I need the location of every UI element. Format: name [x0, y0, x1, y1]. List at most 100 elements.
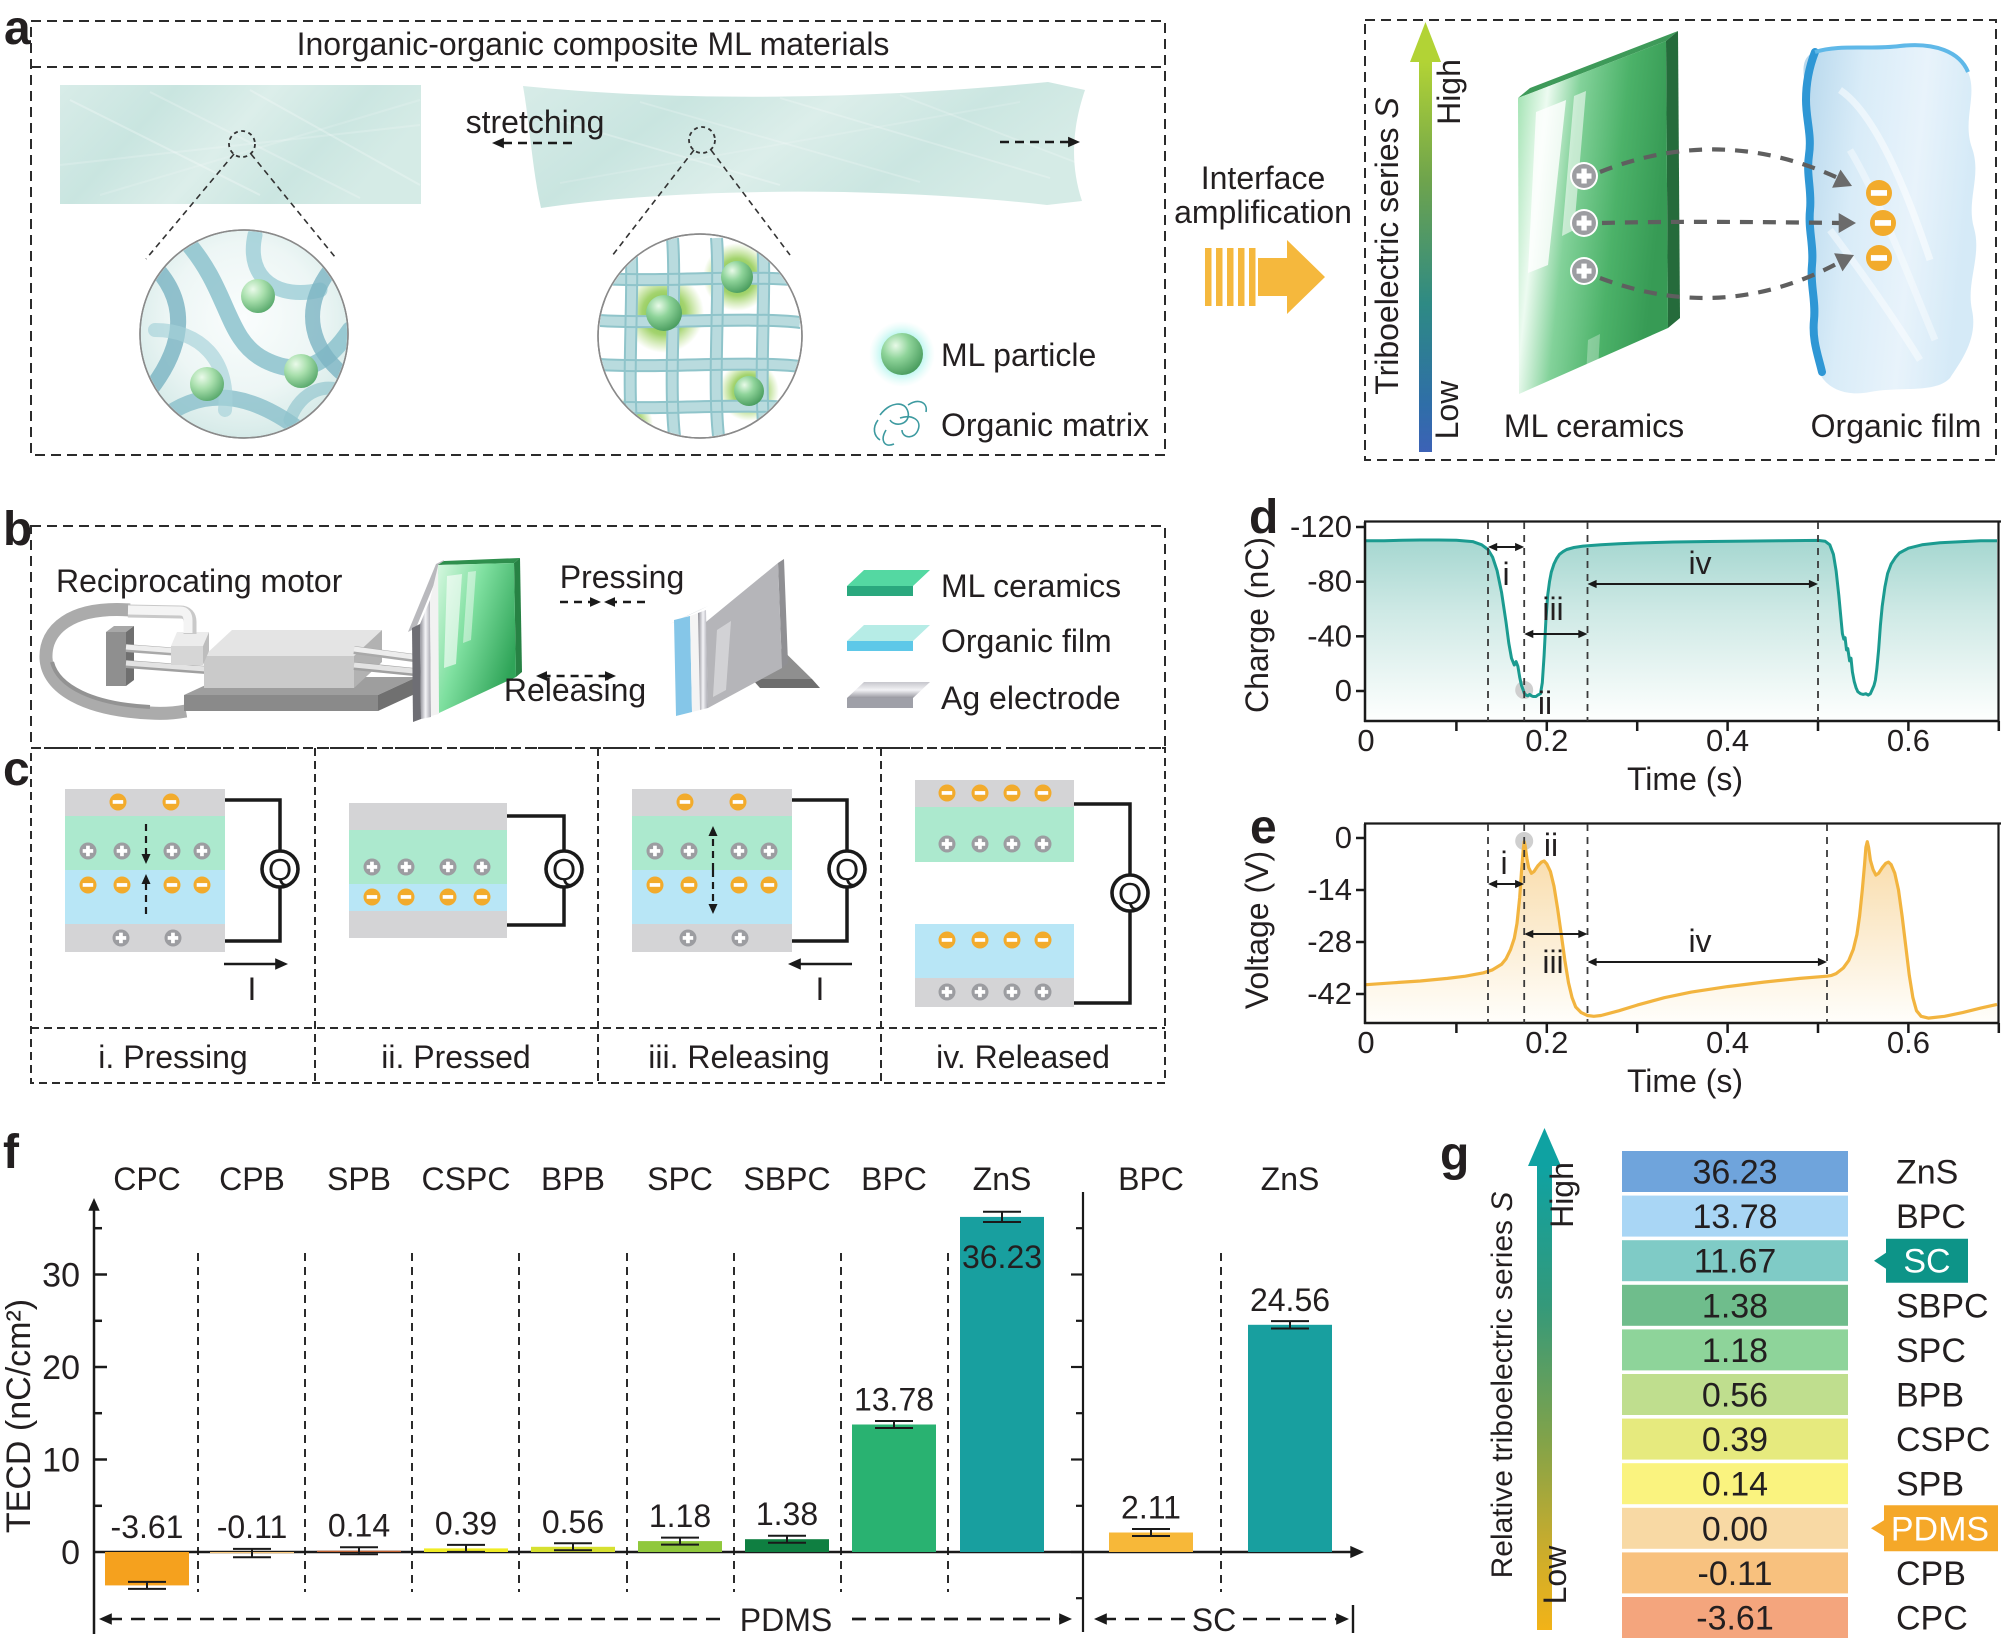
svg-text:Low: Low	[1429, 380, 1465, 440]
svg-text:SBPC: SBPC	[1896, 1287, 1989, 1325]
svg-text:Organic film: Organic film	[941, 623, 1112, 659]
svg-text:e: e	[1250, 801, 1277, 854]
svg-text:-0.11: -0.11	[1698, 1555, 1773, 1593]
svg-text:Reciprocating motor: Reciprocating motor	[56, 563, 343, 599]
svg-text:ii: ii	[1538, 685, 1552, 721]
svg-text:BPC: BPC	[1118, 1161, 1184, 1197]
svg-text:Triboelectric series S: Triboelectric series S	[1369, 97, 1405, 395]
svg-text:-3.61: -3.61	[111, 1509, 184, 1545]
svg-text:Time (s): Time (s)	[1627, 1063, 1743, 1099]
svg-text:Pressing: Pressing	[560, 559, 685, 595]
svg-text:BPC: BPC	[1896, 1198, 1966, 1236]
svg-text:Q: Q	[1118, 876, 1142, 911]
svg-text:-40: -40	[1307, 618, 1352, 653]
svg-text:g: g	[1440, 1128, 1469, 1181]
svg-text:-120: -120	[1290, 509, 1352, 544]
svg-text:30: 30	[42, 1257, 80, 1295]
svg-text:CPB: CPB	[1896, 1555, 1966, 1593]
svg-text:ZnS: ZnS	[1261, 1161, 1320, 1197]
svg-text:iii: iii	[1542, 591, 1563, 627]
svg-text:BPB: BPB	[1896, 1377, 1964, 1415]
svg-text:0.14: 0.14	[328, 1508, 390, 1544]
svg-text:ZnS: ZnS	[973, 1161, 1032, 1197]
svg-text:Charge (nC): Charge (nC)	[1239, 537, 1275, 713]
svg-text:ZnS: ZnS	[1896, 1154, 1958, 1192]
svg-text:0: 0	[1335, 820, 1352, 855]
svg-text:Ag electrode: Ag electrode	[941, 680, 1121, 716]
svg-text:2.11: 2.11	[1121, 1489, 1181, 1525]
svg-text:TECD (nC/cm²): TECD (nC/cm²)	[0, 1299, 38, 1533]
svg-text:Voltage (V): Voltage (V)	[1239, 851, 1275, 1009]
svg-text:Q: Q	[835, 852, 859, 887]
svg-text:SPC: SPC	[647, 1161, 713, 1197]
svg-text:Time (s): Time (s)	[1627, 761, 1743, 797]
svg-text:24.56: 24.56	[1250, 1282, 1330, 1318]
svg-text:0.4: 0.4	[1706, 1025, 1749, 1060]
svg-text:High: High	[1544, 1162, 1580, 1228]
svg-text:0.6: 0.6	[1887, 723, 1930, 758]
svg-text:SC: SC	[1903, 1243, 1950, 1281]
svg-text:1.38: 1.38	[1702, 1287, 1768, 1325]
svg-text:0: 0	[1335, 673, 1352, 708]
svg-text:b: b	[3, 503, 32, 556]
svg-text:Relative triboelectric series: Relative triboelectric series S	[1486, 1192, 1519, 1579]
svg-text:Inorganic-organic composite ML: Inorganic-organic composite ML materials	[297, 26, 890, 62]
svg-text:SC: SC	[1192, 1602, 1236, 1638]
svg-text:iii. Releasing: iii. Releasing	[648, 1039, 829, 1075]
svg-text:iv: iv	[1688, 545, 1711, 581]
svg-text:10: 10	[42, 1442, 80, 1480]
svg-text:1.18: 1.18	[1702, 1332, 1768, 1370]
svg-text:d: d	[1249, 491, 1278, 544]
svg-text:CPB: CPB	[219, 1161, 285, 1197]
svg-text:CSPC: CSPC	[1896, 1421, 1990, 1459]
svg-text:0: 0	[1357, 1025, 1374, 1060]
svg-text:0.00: 0.00	[1702, 1510, 1768, 1548]
svg-text:Interface: Interface	[1201, 160, 1326, 196]
svg-text:0.6: 0.6	[1887, 1025, 1930, 1060]
svg-text:13.78: 13.78	[854, 1382, 934, 1418]
svg-text:-3.61: -3.61	[1696, 1600, 1774, 1638]
svg-text:I: I	[248, 971, 257, 1007]
svg-text:Releasing: Releasing	[504, 672, 646, 708]
svg-text:0.56: 0.56	[1702, 1377, 1768, 1415]
svg-text:I: I	[816, 971, 825, 1007]
svg-text:-14: -14	[1307, 872, 1352, 907]
svg-text:High: High	[1431, 59, 1467, 125]
svg-text:iii: iii	[1542, 944, 1563, 980]
svg-text:-42: -42	[1307, 976, 1352, 1011]
svg-text:0.39: 0.39	[1702, 1421, 1768, 1459]
svg-text:0.2: 0.2	[1525, 1025, 1568, 1060]
svg-text:ML ceramics: ML ceramics	[941, 568, 1121, 604]
svg-text:-80: -80	[1307, 564, 1352, 599]
svg-text:BPB: BPB	[541, 1161, 605, 1197]
svg-text:amplification: amplification	[1174, 194, 1352, 230]
svg-text:CPC: CPC	[113, 1161, 181, 1197]
svg-text:CSPC: CSPC	[422, 1161, 511, 1197]
svg-text:i: i	[1502, 556, 1509, 592]
svg-text:Low: Low	[1537, 1545, 1573, 1605]
svg-text:0.4: 0.4	[1706, 723, 1749, 758]
svg-text:0: 0	[1357, 723, 1374, 758]
svg-text:PDMS: PDMS	[740, 1602, 832, 1638]
svg-text:ii: ii	[1544, 827, 1558, 863]
svg-text:BPC: BPC	[861, 1161, 927, 1197]
svg-text:iv. Released: iv. Released	[936, 1039, 1110, 1075]
svg-text:CPC: CPC	[1896, 1600, 1968, 1638]
svg-text:PDMS: PDMS	[1891, 1510, 1989, 1548]
svg-text:SPB: SPB	[1896, 1466, 1964, 1504]
svg-text:0.39: 0.39	[435, 1505, 497, 1541]
svg-text:11.67: 11.67	[1694, 1243, 1777, 1281]
svg-text:SBPC: SBPC	[743, 1161, 830, 1197]
svg-text:SPC: SPC	[1896, 1332, 1966, 1370]
svg-text:ML particle: ML particle	[941, 337, 1096, 373]
svg-text:Organic film: Organic film	[1811, 408, 1982, 444]
svg-text:1.18: 1.18	[649, 1498, 711, 1534]
svg-text:0: 0	[61, 1534, 80, 1572]
svg-text:i. Pressing: i. Pressing	[98, 1039, 247, 1075]
svg-text:Organic matrix: Organic matrix	[941, 407, 1149, 443]
svg-text:c: c	[3, 743, 30, 796]
svg-text:0.2: 0.2	[1525, 723, 1568, 758]
svg-text:36.23: 36.23	[962, 1239, 1042, 1275]
svg-text:-0.11: -0.11	[217, 1509, 288, 1545]
svg-text:ii. Pressed: ii. Pressed	[381, 1039, 530, 1075]
